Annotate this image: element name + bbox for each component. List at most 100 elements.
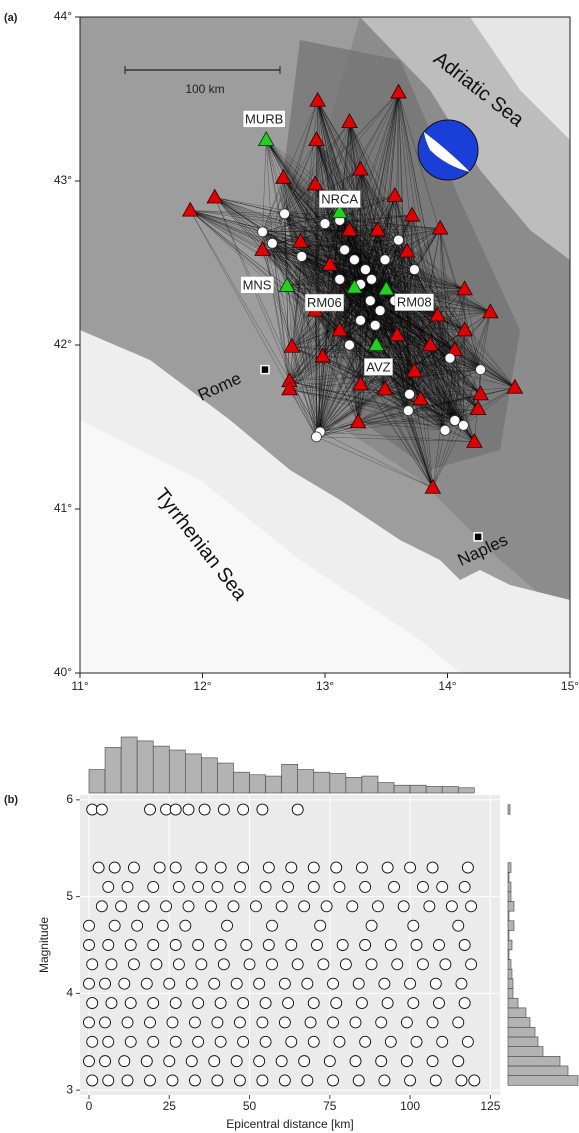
- point: [166, 1074, 179, 1087]
- ray-path: [316, 139, 340, 280]
- point: [445, 900, 458, 913]
- ray-path: [214, 197, 366, 270]
- ray-path: [262, 177, 284, 232]
- point: [416, 880, 429, 893]
- point: [169, 997, 182, 1010]
- point: [105, 958, 118, 971]
- station: [376, 380, 394, 396]
- ray-path: [316, 436, 433, 488]
- ray-path: [414, 269, 421, 400]
- ray-path: [339, 215, 412, 221]
- histogram-bar: [507, 1036, 539, 1047]
- ray-path: [190, 210, 409, 411]
- point: [423, 900, 436, 913]
- point: [83, 1016, 95, 1029]
- event: [334, 273, 346, 285]
- point: [436, 1035, 449, 1048]
- point: [375, 1016, 388, 1029]
- event: [311, 431, 322, 443]
- histogram-bar: [233, 771, 250, 794]
- ray-path: [339, 220, 479, 410]
- ray-path: [449, 358, 475, 442]
- point: [147, 1035, 160, 1048]
- ray-path: [384, 228, 441, 260]
- point: [384, 1035, 397, 1048]
- ray-path: [289, 269, 415, 382]
- station: [466, 432, 483, 448]
- point: [301, 1074, 314, 1087]
- histogram-bar: [265, 775, 282, 794]
- point: [452, 1016, 465, 1029]
- point: [147, 997, 160, 1010]
- city: [260, 364, 270, 375]
- x-tick-label: 100: [400, 1099, 420, 1113]
- point: [108, 861, 121, 874]
- ray-path: [406, 300, 464, 426]
- point: [83, 977, 95, 990]
- histogram-bar: [507, 1055, 561, 1067]
- point: [163, 1055, 176, 1068]
- station: [283, 337, 301, 353]
- point: [410, 1035, 423, 1048]
- station: [386, 186, 404, 202]
- ray-path: [360, 384, 446, 431]
- focal-mechanism: [417, 119, 479, 181]
- ray-path: [339, 220, 455, 351]
- point: [86, 997, 99, 1010]
- point: [304, 1016, 317, 1029]
- ray-path: [432, 420, 456, 488]
- histogram-bar: [507, 959, 512, 970]
- histogram-bar: [507, 930, 510, 941]
- point: [349, 1016, 362, 1029]
- point: [144, 1016, 156, 1029]
- ray-path: [432, 369, 481, 488]
- ray-path: [339, 279, 479, 410]
- station: [422, 336, 439, 352]
- point: [352, 1074, 365, 1087]
- ray-path: [317, 100, 340, 280]
- y-tick-label: 3: [66, 1082, 73, 1096]
- ray-path: [320, 431, 433, 488]
- ray-path: [339, 251, 408, 280]
- point: [195, 861, 208, 874]
- ray-path: [283, 177, 321, 432]
- station: [482, 303, 499, 319]
- ray-path: [291, 220, 340, 347]
- ray-path: [283, 177, 317, 437]
- point: [99, 1055, 111, 1068]
- point: [375, 1055, 388, 1068]
- station: [275, 168, 292, 184]
- point: [259, 880, 272, 893]
- point: [404, 1074, 417, 1087]
- x-tick-label: 15°: [561, 679, 579, 693]
- point: [388, 880, 400, 893]
- ray-path: [316, 436, 475, 442]
- ray-path: [432, 425, 464, 488]
- point: [233, 880, 246, 893]
- point: [426, 1055, 439, 1068]
- point: [102, 1035, 115, 1048]
- point: [256, 1074, 269, 1087]
- point: [298, 900, 311, 913]
- labeled-station: [377, 280, 395, 296]
- ray-path: [464, 289, 481, 370]
- point: [118, 1055, 131, 1068]
- point: [95, 803, 108, 816]
- ray-path: [315, 310, 317, 437]
- histogram-bar: [345, 777, 363, 794]
- ray-path: [375, 92, 399, 326]
- ray-path: [394, 215, 413, 301]
- point: [99, 1016, 111, 1029]
- station: [456, 321, 473, 337]
- station-label-bg: [304, 293, 344, 312]
- ray-path: [214, 197, 399, 241]
- ray-path: [329, 300, 481, 370]
- x-tick-label: 75: [323, 1099, 337, 1113]
- point: [285, 939, 298, 951]
- histogram-bar: [361, 775, 379, 794]
- point: [404, 977, 417, 990]
- point: [131, 919, 144, 932]
- event: [344, 339, 355, 351]
- point: [330, 861, 343, 874]
- point: [307, 997, 320, 1010]
